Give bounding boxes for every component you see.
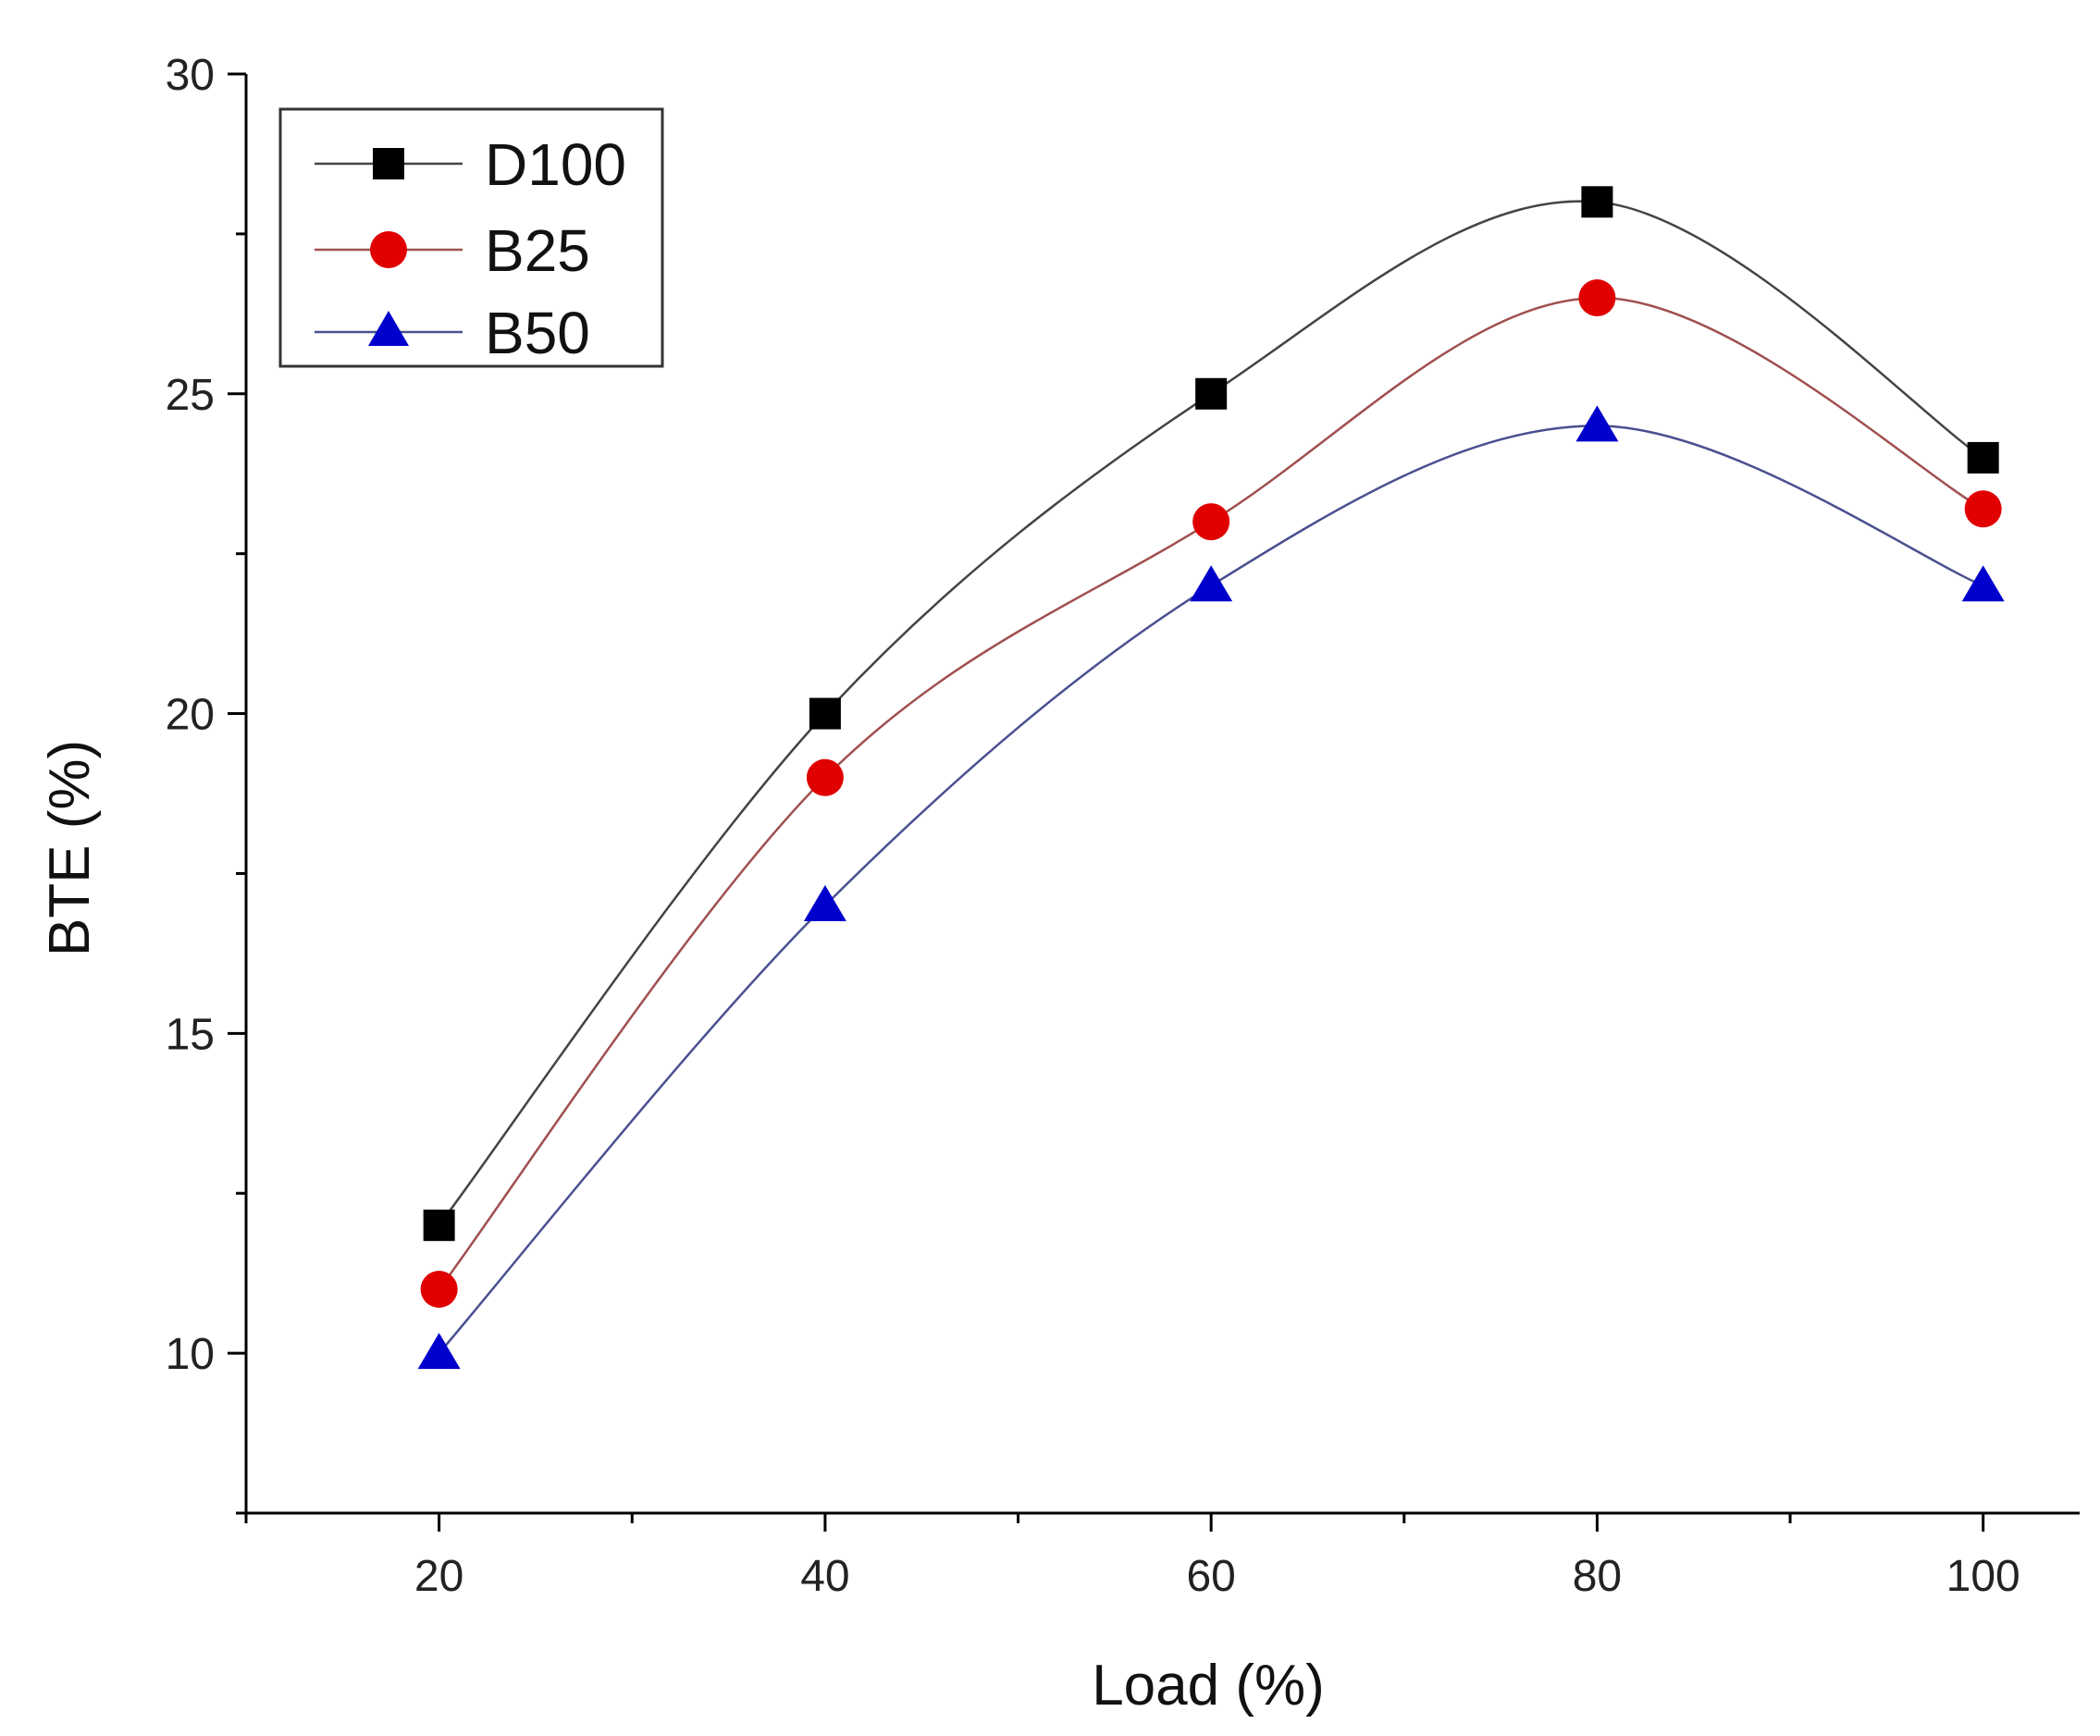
legend-marker-b50	[368, 311, 409, 346]
y-tick-label: 15	[166, 1010, 215, 1059]
y-tick-label: 30	[166, 51, 215, 100]
data-point-b25	[1578, 279, 1616, 317]
legend: D100 B25 B50	[278, 107, 664, 368]
y-axis-title: BTE (%)	[38, 740, 102, 956]
data-point-d100	[809, 697, 841, 730]
plot-area: 10 15 20 25 30 20 40 60 80 100	[166, 51, 2080, 1601]
legend-label-b25: B25	[485, 217, 590, 284]
x-tick-label: 100	[1946, 1552, 2020, 1601]
data-point-d100	[1967, 441, 1999, 474]
x-tick-label: 20	[414, 1552, 463, 1601]
x-tick-label: 80	[1573, 1552, 1622, 1601]
series-line-d100	[438, 200, 1984, 1226]
x-tick-label: 60	[1186, 1552, 1235, 1601]
data-point-b25	[1192, 503, 1230, 541]
legend-marker-d100	[373, 148, 404, 179]
y-tick-label: 20	[166, 691, 215, 740]
series-line-b25	[438, 296, 1984, 1290]
data-point-b25	[1964, 490, 2002, 528]
legend-label-b50: B50	[485, 300, 590, 366]
y-tick-label: 10	[166, 1330, 215, 1379]
legend-box	[278, 107, 664, 368]
data-point-b50	[1575, 405, 1619, 442]
data-point-b50	[1961, 565, 2005, 602]
data-point-d100	[423, 1209, 455, 1241]
data-point-b50	[1190, 565, 1233, 602]
data-point-b25	[806, 758, 844, 796]
legend-marker-b25	[370, 231, 407, 268]
data-point-b50	[417, 1333, 461, 1370]
legend-label-d100: D100	[485, 131, 626, 198]
y-tick-label: 25	[166, 371, 215, 420]
x-tick-label: 40	[800, 1552, 849, 1601]
data-point-d100	[1581, 186, 1613, 218]
series-line-b50	[438, 425, 1984, 1354]
x-axis-title: Load (%)	[1092, 1654, 1325, 1718]
data-point-b25	[420, 1270, 458, 1308]
data-point-b50	[803, 885, 846, 922]
data-point-d100	[1195, 377, 1228, 410]
